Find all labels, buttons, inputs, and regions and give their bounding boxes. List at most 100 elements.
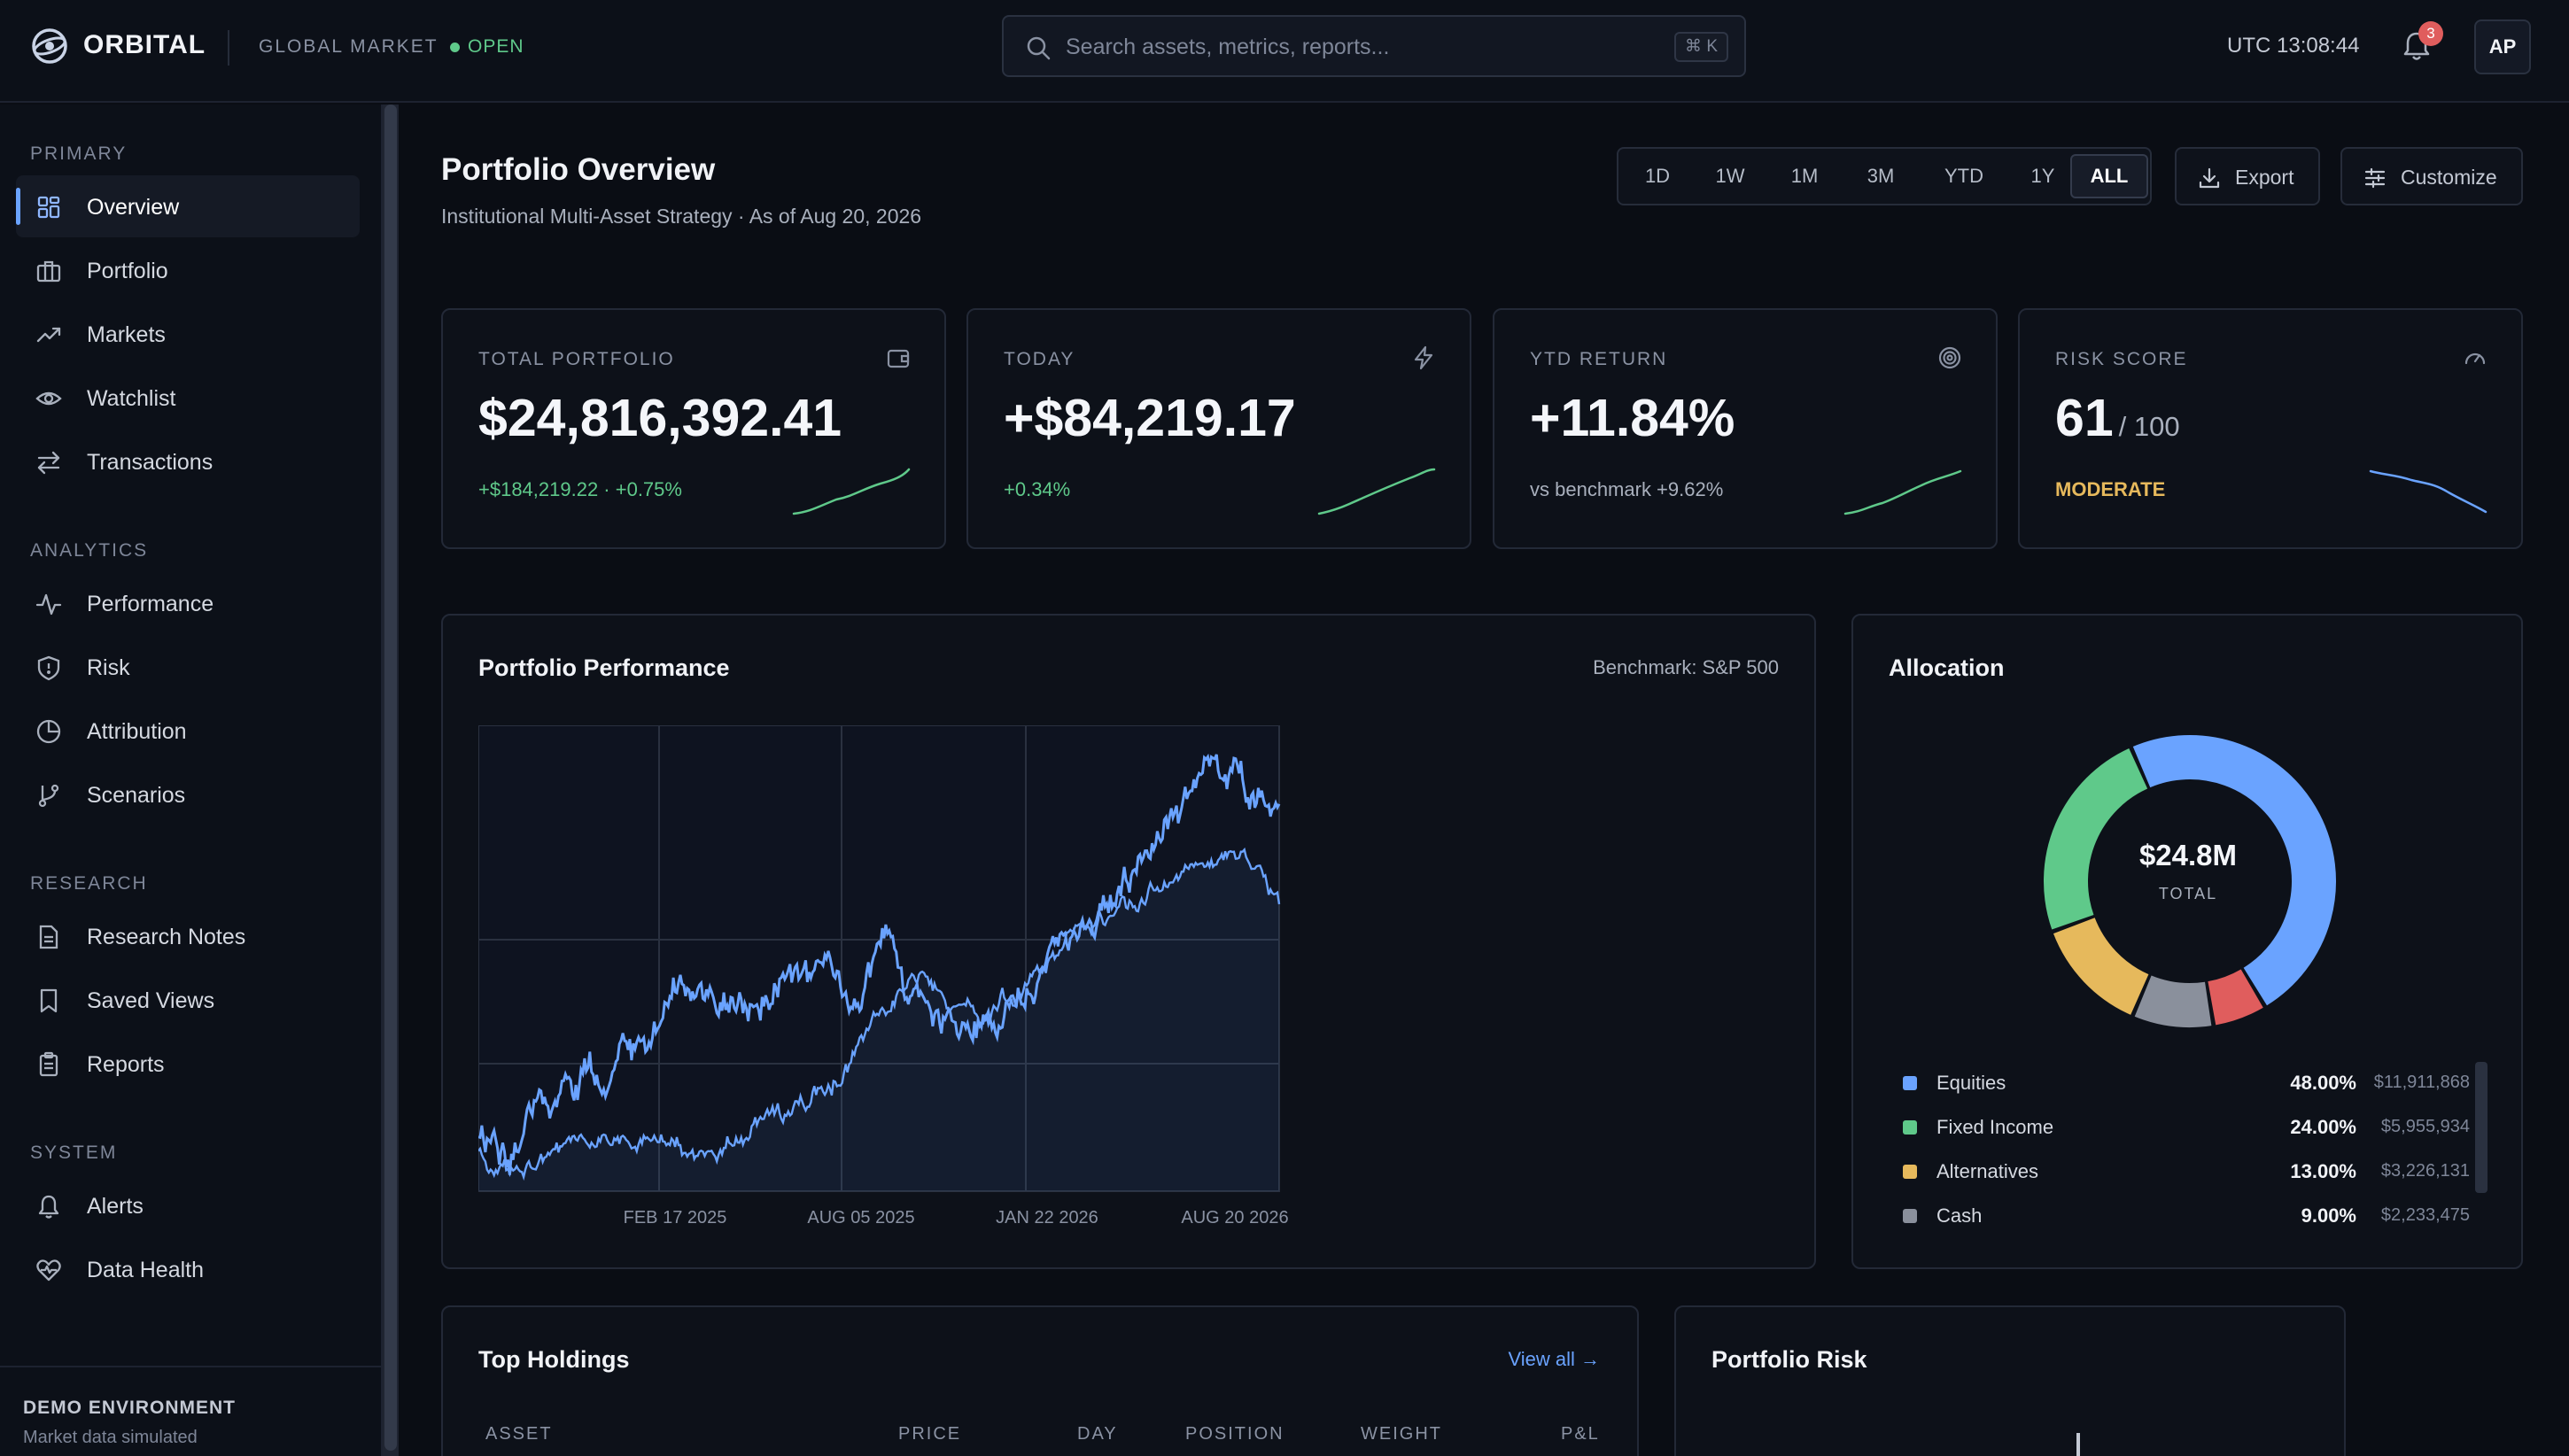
kpi-label: TODAY [1004, 349, 1075, 369]
sidebar-item-risk[interactable]: Risk [16, 636, 360, 698]
customize-label: Customize [2401, 166, 2497, 189]
sidebar-item-research-notes[interactable]: Research Notes [16, 905, 360, 967]
legend-swatch [1903, 1165, 1917, 1179]
nav-section-research: RESEARCH [30, 873, 148, 894]
donut-segment[interactable] [2132, 735, 2336, 1006]
sidebar-item-alerts[interactable]: Alerts [16, 1174, 360, 1236]
sidebar-item-label: Performance [87, 592, 214, 616]
benchmark-series-line [478, 847, 1281, 1181]
column-header-day[interactable]: DAY [1077, 1424, 1118, 1444]
column-header-asset[interactable]: ASSET [485, 1424, 553, 1444]
sidebar-scrollbar[interactable] [383, 105, 399, 1456]
donut-segments [2044, 735, 2336, 1027]
range-all-button[interactable]: ALL [2070, 154, 2148, 198]
range-1d-button[interactable]: 1D [1644, 165, 1671, 187]
nav-section-primary: PRIMARY [30, 143, 128, 164]
sidebar-item-label: Saved Views [87, 988, 215, 1013]
x-axis: FEB 17 2025 AUG 05 2025 JAN 22 2026 AUG … [624, 1208, 1289, 1228]
legend-item-cash[interactable]: Cash 9.00% $2,233,475 [1903, 1198, 2470, 1234]
range-1y-button[interactable]: 1Y [2030, 165, 2055, 187]
kpi-card-total-portfolio: TOTAL PORTFOLIO $24,816,392.41 +$184,219… [441, 308, 946, 549]
sidebar-item-label: Data Health [87, 1258, 205, 1282]
column-header-price[interactable]: PRICE [898, 1424, 962, 1444]
legend-percent: 13.00% [2290, 1160, 2356, 1182]
legend-swatch [1903, 1076, 1917, 1090]
bookmark-icon [40, 988, 58, 1013]
target-icon [1938, 346, 1961, 369]
gauge-icon [2464, 352, 2486, 365]
range-ytd-button[interactable]: YTD [1944, 165, 1983, 187]
sparkline [1843, 469, 1962, 515]
legend-item-equities[interactable]: Equities 48.00% $11,911,868 [1903, 1065, 2470, 1101]
kpi-change: +0.34% [1004, 478, 1071, 500]
legend-item-alternatives[interactable]: Alternatives 13.00% $3,226,131 [1903, 1154, 2470, 1189]
range-1w-button[interactable]: 1W [1715, 165, 1745, 187]
pulse-icon [35, 593, 62, 616]
environment-subtitle: Market data simulated [23, 1428, 198, 1447]
performance-title: Portfolio Performance [478, 654, 730, 681]
sidebar-item-overview[interactable]: Overview [16, 175, 360, 237]
kpi-label: YTD RETURN [1530, 349, 1668, 369]
sidebar-item-label: Overview [87, 195, 180, 220]
donut-segment[interactable] [2207, 969, 2263, 1026]
shield-icon [37, 655, 60, 681]
performance-panel: Portfolio Performance Benchmark: S&P 500… [441, 614, 1816, 1269]
sidebar-item-transactions[interactable]: Transactions [16, 430, 360, 492]
column-header-weight[interactable]: WEIGHT [1361, 1424, 1442, 1444]
column-header-position[interactable]: POSITION [1185, 1424, 1284, 1444]
sidebar-item-label: Portfolio [87, 259, 168, 283]
kpi-value: +11.84% [1530, 389, 1735, 447]
donut-center-label: TOTAL [2158, 885, 2218, 902]
sidebar-item-watchlist[interactable]: Watchlist [16, 367, 360, 429]
view-all-link[interactable]: View all → [1508, 1348, 1600, 1370]
pie-icon [36, 719, 61, 744]
sidebar-item-markets[interactable]: Markets [16, 303, 360, 365]
sidebar-scrollbar-thumb[interactable] [384, 105, 397, 1451]
legend-swatch [1903, 1120, 1917, 1135]
search-bar[interactable]: ⌘ K [1002, 15, 1746, 77]
sidebar-item-saved-views[interactable]: Saved Views [16, 969, 360, 1031]
legend-amount: $2,233,475 [2380, 1205, 2470, 1225]
range-3m-button[interactable]: 3M [1867, 165, 1895, 187]
risk-score-max: / 100 [2118, 411, 2180, 442]
legend-item-fixed-income[interactable]: Fixed Income 24.00% $5,955,934 [1903, 1110, 2470, 1145]
sidebar-item-scenarios[interactable]: Scenarios [16, 763, 360, 825]
legend-name: Fixed Income [1936, 1116, 2054, 1138]
top-bar: ORBITAL GLOBAL MARKET OPEN ⌘ K UTC 13:08… [0, 0, 2569, 103]
kpi-change: +$184,219.22 · +0.75% [478, 478, 682, 500]
orbital-logo-icon [32, 28, 67, 64]
donut-segment[interactable] [2044, 748, 2148, 930]
sidebar-item-performance[interactable]: Performance [16, 572, 360, 634]
sidebar-item-reports[interactable]: Reports [16, 1033, 360, 1095]
search-icon [1027, 36, 1051, 60]
risk-score-value: 61 [2055, 389, 2114, 447]
range-1m-button[interactable]: 1M [1790, 165, 1819, 187]
export-label: Export [2235, 166, 2294, 189]
legend-name: Alternatives [1936, 1160, 2038, 1182]
donut-segment[interactable] [2053, 917, 2150, 1015]
portfolio-series-line [478, 753, 1281, 1175]
sidebar-item-portfolio[interactable]: Portfolio [16, 239, 360, 301]
customize-button[interactable]: Customize [2340, 147, 2523, 205]
export-button[interactable]: Export [2175, 147, 2320, 205]
search-input[interactable] [1066, 29, 1633, 65]
x-tick-label: FEB 17 2025 [624, 1208, 727, 1228]
grid-lines [478, 725, 1279, 1191]
portfolio-risk-panel: Portfolio Risk [1674, 1305, 2346, 1456]
risk-panel-title: Portfolio Risk [1711, 1346, 1867, 1373]
legend-name: Equities [1936, 1072, 2006, 1094]
kpi-label: RISK SCORE [2055, 349, 2188, 369]
heart-pulse-icon [36, 1259, 61, 1282]
market-status: OPEN [450, 36, 524, 58]
user-avatar[interactable]: AP [2474, 19, 2531, 74]
briefcase-icon [36, 260, 61, 283]
app-name: ORBITAL [83, 30, 206, 59]
legend-scrollbar[interactable] [2475, 1062, 2488, 1193]
donut-segment[interactable] [2134, 975, 2212, 1027]
sidebar-item-data-health[interactable]: Data Health [16, 1238, 360, 1300]
column-header-pnl[interactable]: P&L [1561, 1424, 1600, 1444]
nav-section-system: SYSTEM [30, 1142, 118, 1163]
trend-up-icon [36, 327, 61, 343]
sidebar-item-attribution[interactable]: Attribution [16, 700, 360, 762]
sliders-icon [2364, 167, 2386, 189]
